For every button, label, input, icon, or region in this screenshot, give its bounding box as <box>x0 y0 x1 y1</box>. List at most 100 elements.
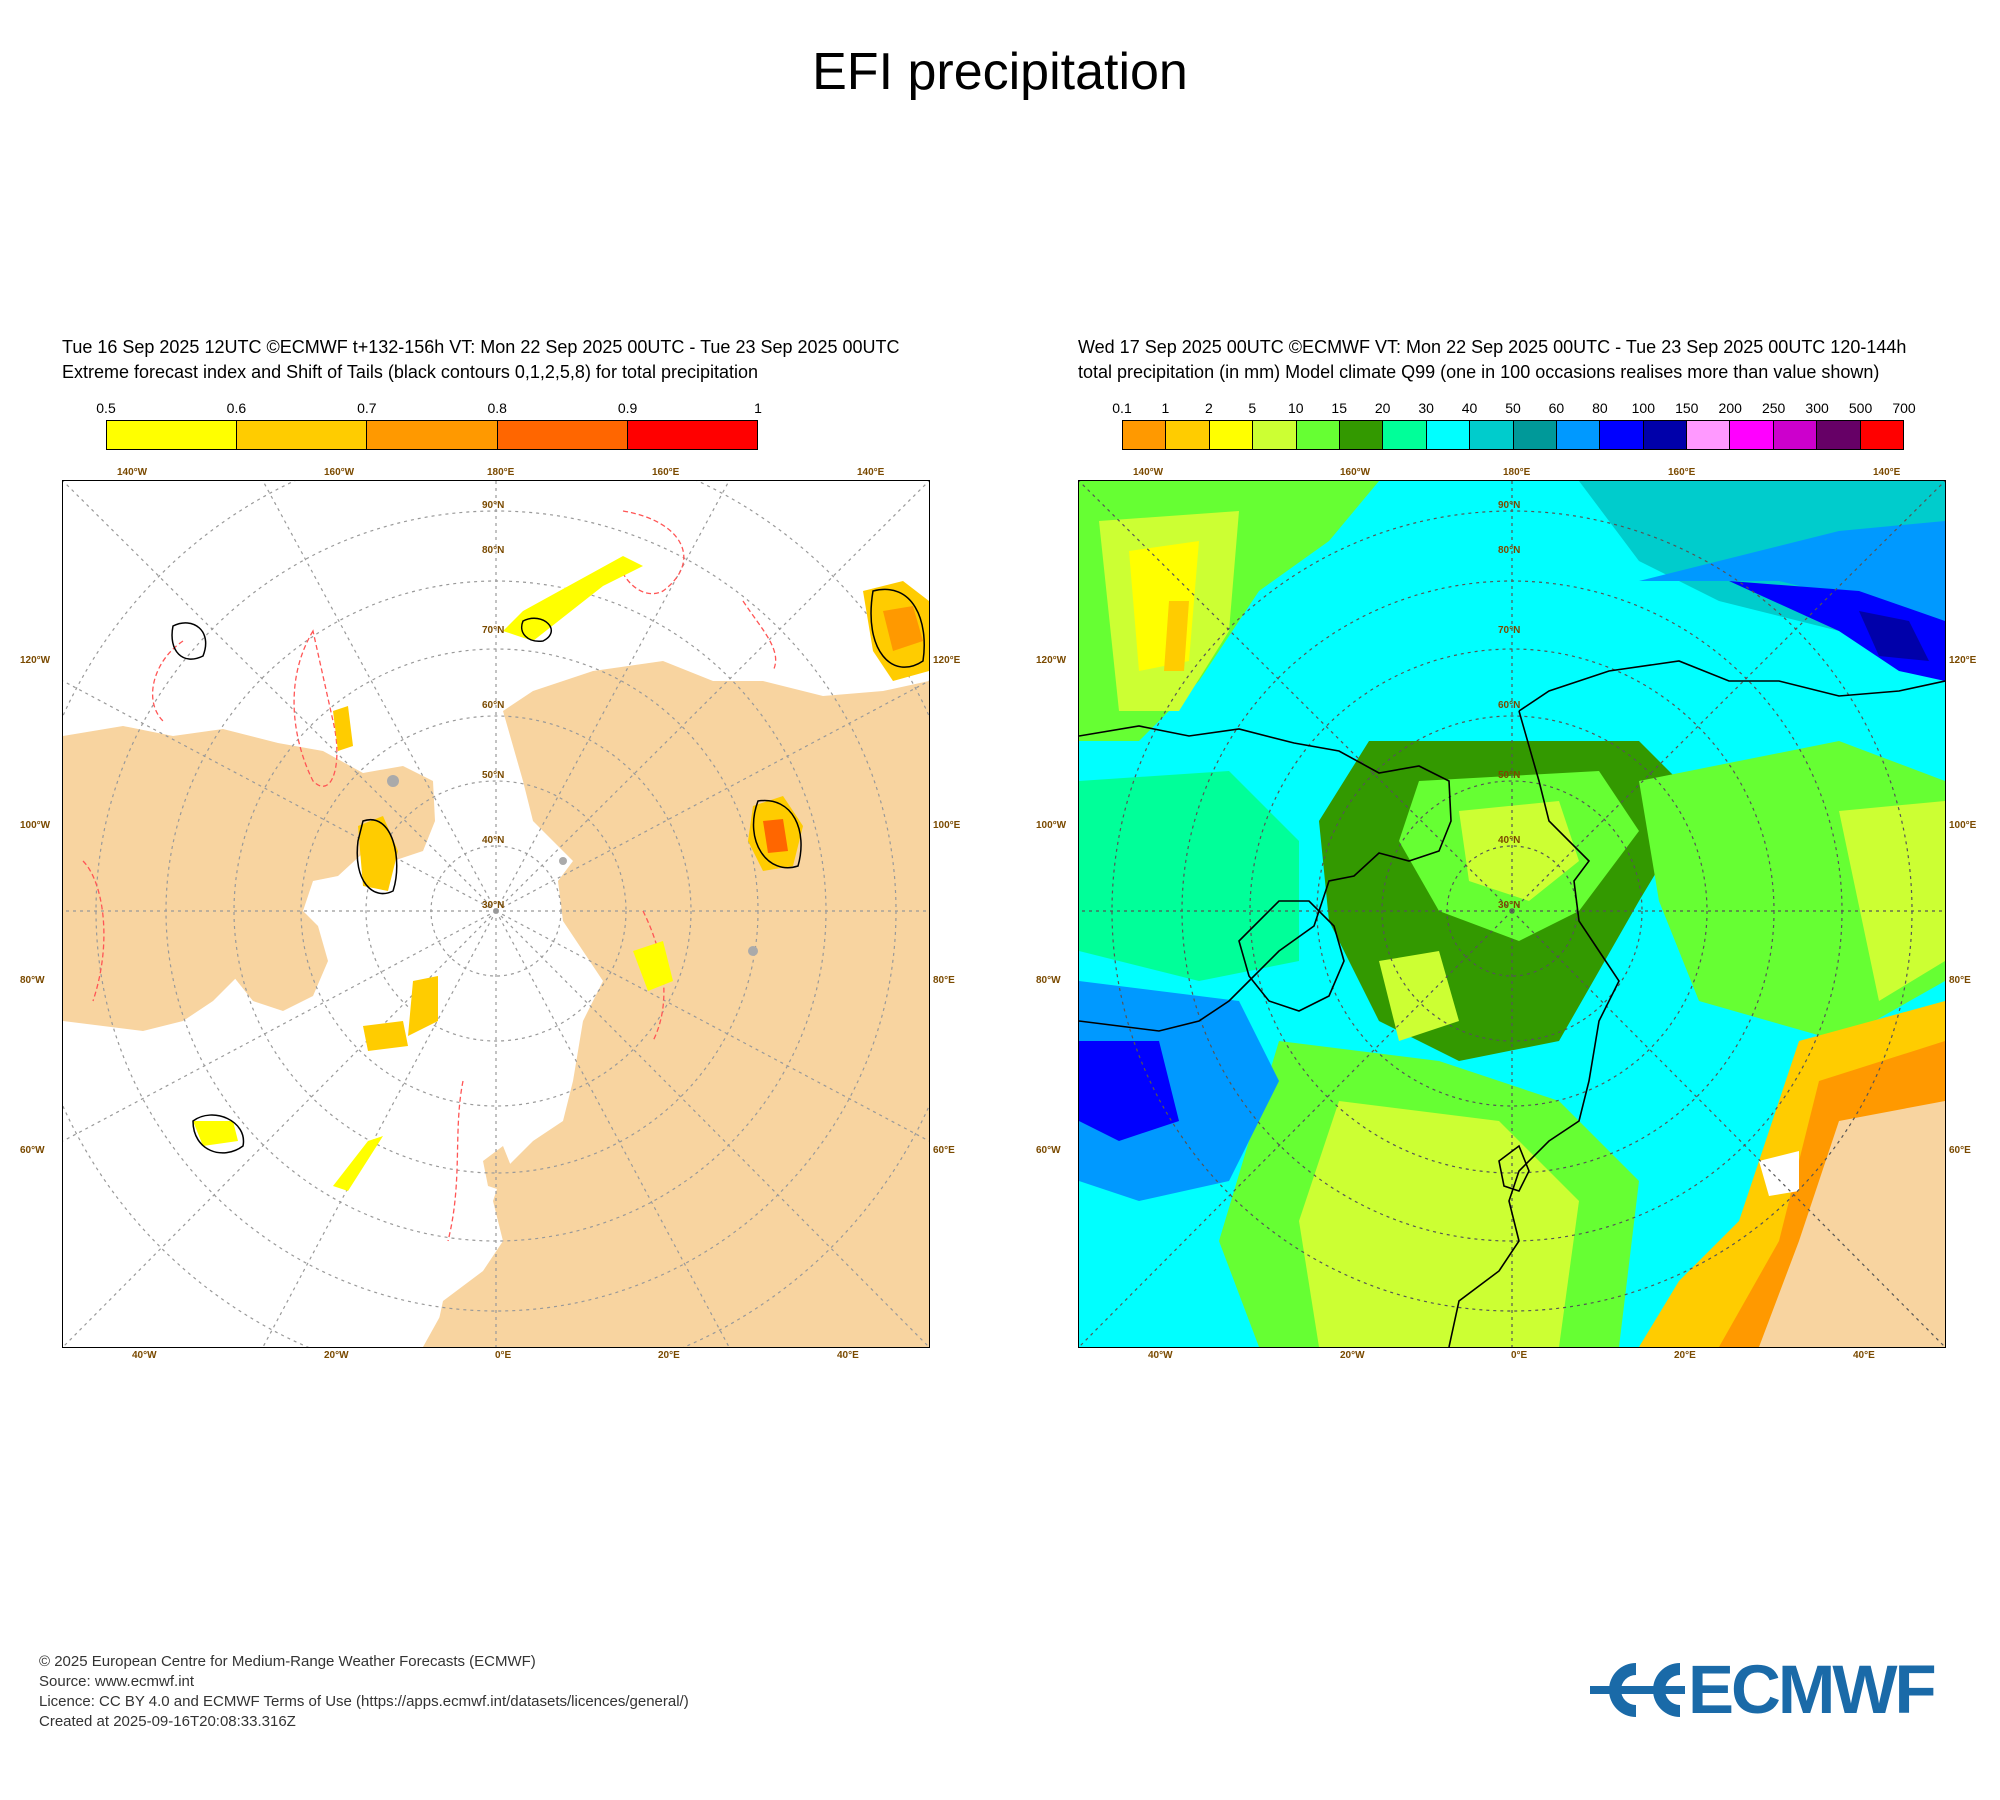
efi-meridian-label-top: 160°W <box>324 467 355 478</box>
efi-meridian-label-top: 180°E <box>487 467 515 478</box>
precip-colorbar-tick-label: 80 <box>1592 400 1608 416</box>
precip-colorbar: 0.1 1 2 5 10 15 20 30 40 50 60 80 100 150 200 250 300 500… <box>1112 400 1916 450</box>
efi-meridian-label-bottom: 40°E <box>837 1350 859 1361</box>
precip-meridian-label-bottom: 40°W <box>1148 1350 1173 1361</box>
efi-header-line2: Extreme forecast index and Shift of Tail… <box>62 362 759 382</box>
efi-meridian-label-right: 60°E <box>933 1145 955 1156</box>
precip-colorbar-tick-label: 150 <box>1675 400 1699 416</box>
precip-colorbar-tick-label: 40 <box>1461 400 1478 416</box>
precip-colorbar-color-box <box>1816 421 1860 449</box>
precip-colorbar-color-box <box>1165 421 1209 449</box>
precip-colorbar-tick-label: 5 <box>1248 400 1257 416</box>
efi-colorbar-color-box <box>366 421 497 449</box>
efi-colorbar-tick-label: 1 <box>754 400 762 416</box>
precip-meridian-label-bottom: 0°E <box>1511 1350 1528 1361</box>
efi-header-line1: Tue 16 Sep 2025 12UTC ©ECMWF t+132-156h … <box>62 337 900 357</box>
efi-parallel-label: 80°N <box>482 545 505 556</box>
precip-colorbar-tick-label: 200 <box>1718 400 1742 416</box>
efi-meridian-label-right: 120°E <box>933 655 961 666</box>
precip-colorbar-color-box <box>1382 421 1426 449</box>
precip-colorbar-tick-label: 100 <box>1631 400 1656 416</box>
precip-meridian-label-top: 160°E <box>1668 467 1696 478</box>
precip-colorbar-color-box <box>1772 421 1817 449</box>
efi-parallel-label: 30°N <box>482 900 505 911</box>
precip-colorbar-tick-label: 500 <box>1848 400 1873 416</box>
precip-colorbar-color-box <box>1469 421 1513 449</box>
efi-parallel-label: 60°N <box>482 700 505 711</box>
precip-meridian-label-right: 120°E <box>1949 655 1977 666</box>
efi-parallel-label: 50°N <box>482 770 505 781</box>
precip-meridian-label-right: 80°E <box>1949 975 1971 986</box>
precip-colorbar-color-box <box>1642 421 1687 449</box>
ecmwf-logo-text: ECMWF <box>1688 1651 1937 1728</box>
land-eurasia <box>433 661 929 1347</box>
efi-meridian-label-left: 60°W <box>20 1145 45 1156</box>
precip-colorbar-tick-label: 30 <box>1418 400 1434 416</box>
efi-meridian-label-top: 140°W <box>117 467 148 478</box>
precip-fields <box>1079 481 1945 1347</box>
footer-created: Created at 2025-09-16T20:08:33.316Z <box>39 1713 296 1730</box>
land-greenland <box>223 901 328 1011</box>
precip-colorbar-boxes <box>1122 420 1904 450</box>
precip-colorbar-color-box <box>1859 421 1904 449</box>
precip-colorbar-color-box <box>1425 421 1470 449</box>
efi-colorbar-color-box <box>626 421 758 449</box>
precip-parallel-label: 50°N <box>1498 770 1521 781</box>
precip-parallel-label: 60°N <box>1498 700 1521 711</box>
precip-meridian-label-right: 100°E <box>1949 820 1977 831</box>
precip-meridian-label-left: 100°W <box>1036 820 1067 831</box>
efi-colorbar-tick-label: 0.7 <box>357 400 377 416</box>
precip-colorbar-color-box <box>1295 421 1339 449</box>
efi-colorbar-color-box <box>107 421 237 449</box>
efi-meridian-label-bottom: 0°E <box>495 1350 512 1361</box>
efi-meridian-label-left: 120°W <box>20 655 51 666</box>
efi-colorbar-ticks: 0.5 0.6 0.7 0.8 0.9 1 <box>96 400 762 420</box>
efi-meridian-label-left: 100°W <box>20 820 51 831</box>
footer-licence: Licence: CC BY 4.0 and ECMWF Terms of Us… <box>39 1693 689 1710</box>
efi-parallel-label: 90°N <box>482 500 505 511</box>
efi-meridian-label-right: 80°E <box>933 975 955 986</box>
precip-colorbar-tick-label: 0.1 <box>1112 400 1132 416</box>
efi-colorbar-color-box <box>236 421 367 449</box>
efi-map-svg <box>63 481 929 1347</box>
precip-meridian-label-bottom: 20°W <box>1340 1350 1365 1361</box>
efi-parallel-label: 70°N <box>482 625 505 636</box>
precip-parallel-label: 70°N <box>1498 625 1521 636</box>
efi-parallel-label: 40°N <box>482 835 505 846</box>
land-british-isles <box>483 1146 513 1191</box>
precip-colorbar-tick-label: 60 <box>1548 400 1565 416</box>
precip-parallel-label: 90°N <box>1498 500 1521 511</box>
efi-colorbar-tick-label: 0.9 <box>617 400 638 416</box>
precip-parallel-label: 80°N <box>1498 545 1521 556</box>
precip-colorbar-tick-label: 50 <box>1505 400 1521 416</box>
precip-meridian-label-left: 60°W <box>1036 1145 1061 1156</box>
precip-colorbar-tick-label: 2 <box>1204 400 1213 416</box>
precip-parallel-label: 30°N <box>1498 900 1521 911</box>
precip-colorbar-ticks: 0.1 1 2 5 10 15 20 30 40 50 60 80 100 150 200 250 300 500… <box>1112 400 1915 420</box>
precip-meridian-label-bottom: 40°E <box>1853 1350 1875 1361</box>
precip-colorbar-color-box <box>1729 421 1773 449</box>
ecmwf-logo: ECMWF <box>1590 1655 1965 1725</box>
footer: © 2025 European Centre for Medium-Range … <box>39 1652 689 1732</box>
efi-colorbar-tick-label: 0.8 <box>487 400 507 416</box>
precip-colorbar-tick-label: 20 <box>1374 400 1391 416</box>
precip-map-svg <box>1079 481 1945 1347</box>
efi-colorbar-tick-label: 0.6 <box>226 400 247 416</box>
precip-colorbar-color-box <box>1338 421 1383 449</box>
ecmwf-logo-icon <box>1590 1663 1685 1717</box>
precip-parallel-label: 40°N <box>1498 835 1521 846</box>
efi-panel: Tue 16 Sep 2025 12UTC ©ECMWF t+132-156h … <box>20 335 982 1361</box>
precip-meridian-label-top: 140°W <box>1133 467 1164 478</box>
precip-coastlines <box>1079 660 1945 1347</box>
efi-meridian-label-right: 100°E <box>933 820 961 831</box>
precip-header-line1: Wed 17 Sep 2025 00UTC ©ECMWF VT: Mon 22 … <box>1078 337 1907 357</box>
precip-header-line2: total precipitation (in mm) Model climat… <box>1078 362 1880 382</box>
footer-source: Source: www.ecmwf.int <box>39 1673 195 1690</box>
efi-colorbar-boxes <box>106 420 758 450</box>
efi-colorbar-tick-label: 0.5 <box>96 400 116 416</box>
precip-colorbar-tick-label: 10 <box>1287 400 1304 416</box>
precip-colorbar-tick-label: 1 <box>1161 400 1170 416</box>
efi-meridian-label-bottom: 20°W <box>324 1350 349 1361</box>
efi-meridian-label-top: 160°E <box>652 467 680 478</box>
precip-panel: Wed 17 Sep 2025 00UTC ©ECMWF VT: Mon 22 … <box>1036 335 1998 1361</box>
